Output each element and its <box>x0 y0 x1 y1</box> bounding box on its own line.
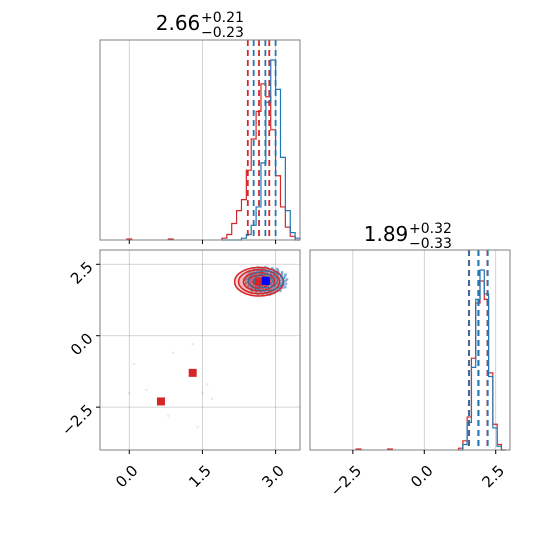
faint-sample-point <box>210 397 214 400</box>
y-hist-x-tick-label: −2.5 <box>327 462 365 500</box>
blue-median-marker <box>261 276 270 285</box>
y-parameter-histogram-panel <box>309 249 511 454</box>
blue-sample-point <box>280 270 284 274</box>
red-outlier-marker <box>156 397 165 406</box>
y-hist-x-tick-labels: −2.5 0.0 2.5 <box>327 462 508 500</box>
joint-scatter-panel <box>96 249 301 454</box>
x-hist-red-series <box>221 83 300 241</box>
faint-sample-point <box>132 362 136 366</box>
y-parameter-title: 1.89 +0.32 −0.33 <box>364 221 452 252</box>
faint-sample-point <box>127 391 131 395</box>
red-median-marker <box>255 277 264 286</box>
faint-sample-point <box>191 342 194 346</box>
blue-density-contour <box>247 270 285 292</box>
blue-density-contour <box>253 273 279 289</box>
y-title-minus: −0.33 <box>409 236 452 252</box>
joint-x-tick-labels: 0.0 1.5 3.0 <box>112 462 288 492</box>
x-parameter-title: 2.66 +0.21 −0.23 <box>156 10 244 41</box>
faint-sample-point <box>201 391 204 395</box>
joint-x-tick-label: 1.5 <box>185 462 215 492</box>
x-title-plus: +0.21 <box>201 10 244 26</box>
x-title-value: 2.66 <box>156 11 201 35</box>
blue-sample-point <box>285 277 289 281</box>
faint-sample-point <box>166 414 170 418</box>
y-hist-x-tick-label: 2.5 <box>478 462 508 492</box>
joint-y-tick-labels: −2.5 0.0 2.5 <box>58 258 96 439</box>
y-hist-blue-series <box>458 269 506 451</box>
joint-y-tick-label: −2.5 <box>58 401 96 439</box>
joint-y-tick-label: 2.5 <box>67 258 97 288</box>
blue-sample-point <box>275 267 279 271</box>
x-title-minus: −0.23 <box>201 25 244 41</box>
y-title-value: 1.89 <box>364 222 409 246</box>
panel-frame <box>309 249 511 451</box>
y-hist-red-series <box>457 280 506 451</box>
faint-sample-point <box>171 351 175 355</box>
blue-sample-point <box>283 285 287 289</box>
blue-sample-point <box>284 273 287 277</box>
red-outlier-marker <box>188 368 197 377</box>
joint-x-tick-label: 0.0 <box>112 462 142 492</box>
blue-sample-point <box>272 286 276 290</box>
faint-sample-point <box>145 388 148 392</box>
y-hist-x-tick-label: 0.0 <box>407 462 437 492</box>
blue-sample-point <box>284 282 288 286</box>
panel-frame <box>99 249 301 451</box>
blue-sample-point <box>245 277 249 281</box>
panel-frame <box>99 39 301 241</box>
x-parameter-histogram-panel <box>99 39 301 244</box>
joint-y-tick-label: 0.0 <box>67 330 97 360</box>
faint-sample-point <box>206 382 209 386</box>
joint-x-tick-label: 3.0 <box>258 462 288 492</box>
y-title-plus: +0.32 <box>409 221 452 237</box>
faint-sample-point <box>196 425 199 429</box>
